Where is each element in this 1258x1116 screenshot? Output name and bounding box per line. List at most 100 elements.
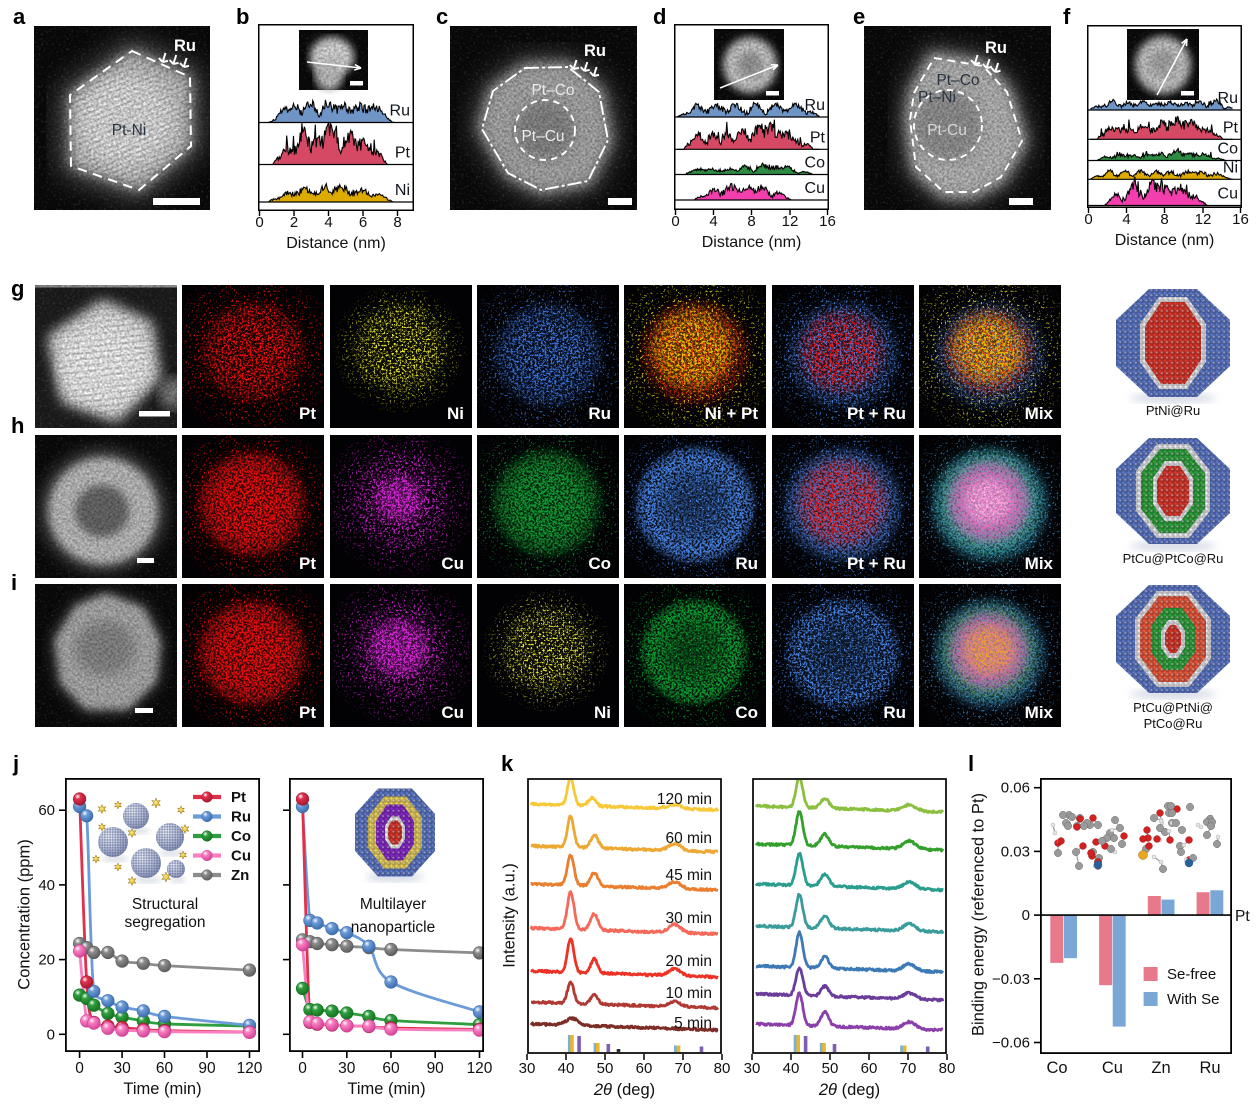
svg-text:8: 8 bbox=[393, 214, 401, 231]
svg-text:Ni: Ni bbox=[1223, 159, 1238, 176]
svg-text:70: 70 bbox=[900, 1060, 917, 1077]
svg-text:Zn: Zn bbox=[1151, 1059, 1170, 1077]
svg-text:60: 60 bbox=[38, 802, 55, 819]
svg-text:0.03: 0.03 bbox=[1001, 843, 1030, 860]
svg-text:Pt: Pt bbox=[810, 129, 826, 146]
svg-text:Ru: Ru bbox=[174, 37, 196, 55]
svg-text:Cu: Cu bbox=[1102, 1059, 1123, 1077]
svg-text:8: 8 bbox=[1160, 211, 1168, 228]
svg-text:120: 120 bbox=[467, 1060, 493, 1077]
svg-text:With Se: With Se bbox=[1167, 991, 1220, 1008]
svg-text:Co: Co bbox=[588, 554, 611, 573]
svg-text:40: 40 bbox=[783, 1060, 800, 1077]
svg-text:Ru: Ru bbox=[1199, 1059, 1220, 1077]
svg-text:20 min: 20 min bbox=[665, 953, 712, 970]
svg-text:Ru: Ru bbox=[588, 404, 611, 423]
svg-text:60 min: 60 min bbox=[665, 830, 712, 847]
svg-text:Pt–Co: Pt–Co bbox=[531, 82, 574, 99]
svg-text:60: 60 bbox=[382, 1060, 400, 1077]
svg-text:Pt: Pt bbox=[1223, 119, 1239, 136]
svg-text:Co: Co bbox=[231, 828, 251, 845]
svg-text:50: 50 bbox=[597, 1060, 614, 1077]
svg-text:Distance (nm): Distance (nm) bbox=[702, 234, 802, 251]
svg-text:Distance (nm): Distance (nm) bbox=[286, 235, 386, 252]
svg-text:5 min: 5 min bbox=[674, 1015, 712, 1032]
svg-text:Ni + Pt: Ni + Pt bbox=[705, 404, 759, 423]
svg-text:Mix: Mix bbox=[1025, 554, 1054, 573]
svg-text:70: 70 bbox=[675, 1060, 692, 1077]
svg-text:Pt + Ru: Pt + Ru bbox=[847, 554, 906, 573]
svg-text:50: 50 bbox=[822, 1060, 839, 1077]
svg-text:Pt–Co: Pt–Co bbox=[936, 72, 979, 89]
svg-text:−0.06: −0.06 bbox=[992, 1035, 1030, 1052]
svg-text:Co: Co bbox=[1046, 1059, 1067, 1077]
svg-text:45 min: 45 min bbox=[665, 867, 712, 884]
svg-text:16: 16 bbox=[1232, 211, 1249, 228]
svg-text:2θ (deg): 2θ (deg) bbox=[593, 1081, 655, 1099]
svg-text:Co: Co bbox=[736, 703, 759, 722]
svg-text:Ru: Ru bbox=[736, 554, 759, 573]
svg-text:Pt–Cu: Pt–Cu bbox=[521, 128, 564, 145]
svg-text:Co: Co bbox=[805, 155, 826, 172]
svg-text:Ni: Ni bbox=[395, 182, 410, 199]
svg-text:Mix: Mix bbox=[1025, 404, 1054, 423]
svg-text:Time (min): Time (min) bbox=[123, 1080, 201, 1098]
svg-text:0: 0 bbox=[1084, 211, 1092, 228]
svg-text:Time (min): Time (min) bbox=[347, 1080, 425, 1098]
svg-text:6: 6 bbox=[359, 214, 367, 231]
svg-text:Co: Co bbox=[1218, 141, 1239, 158]
svg-text:Ru: Ru bbox=[883, 703, 906, 722]
svg-text:0: 0 bbox=[255, 214, 263, 231]
svg-text:Se-free: Se-free bbox=[1167, 966, 1216, 983]
svg-text:Cu: Cu bbox=[805, 180, 825, 197]
svg-text:16: 16 bbox=[819, 213, 836, 230]
svg-text:20: 20 bbox=[38, 952, 55, 969]
svg-text:Pt: Pt bbox=[299, 554, 316, 573]
svg-text:0: 0 bbox=[47, 1026, 55, 1043]
svg-text:60: 60 bbox=[156, 1060, 174, 1077]
svg-text:0: 0 bbox=[671, 213, 679, 230]
svg-text:60: 60 bbox=[861, 1060, 878, 1077]
svg-text:Ni: Ni bbox=[447, 404, 464, 423]
svg-text:Cu: Cu bbox=[1218, 186, 1238, 203]
svg-text:0: 0 bbox=[1022, 907, 1030, 924]
svg-text:Pt + Ru: Pt + Ru bbox=[847, 404, 906, 423]
svg-text:Distance (nm): Distance (nm) bbox=[1115, 232, 1215, 249]
svg-text:−0.03: −0.03 bbox=[992, 971, 1030, 988]
svg-text:0: 0 bbox=[298, 1060, 307, 1077]
svg-text:Ru: Ru bbox=[1218, 90, 1238, 107]
svg-text:8: 8 bbox=[747, 213, 755, 230]
svg-text:0: 0 bbox=[75, 1060, 84, 1077]
svg-text:Pt-Cu: Pt-Cu bbox=[927, 122, 967, 139]
svg-text:40: 40 bbox=[38, 877, 55, 894]
svg-text:Mix: Mix bbox=[1025, 703, 1054, 722]
svg-text:Cu: Cu bbox=[441, 554, 464, 573]
svg-text:2θ (deg): 2θ (deg) bbox=[818, 1081, 880, 1099]
svg-text:Cu: Cu bbox=[441, 703, 464, 722]
svg-text:Cu: Cu bbox=[231, 848, 251, 865]
svg-text:80: 80 bbox=[939, 1060, 956, 1077]
svg-text:40: 40 bbox=[558, 1060, 575, 1077]
svg-text:90: 90 bbox=[198, 1060, 216, 1077]
svg-text:Ni: Ni bbox=[594, 703, 611, 722]
svg-text:0.06: 0.06 bbox=[1001, 780, 1030, 797]
svg-text:30: 30 bbox=[519, 1060, 536, 1077]
svg-text:90: 90 bbox=[427, 1060, 445, 1077]
svg-text:30 min: 30 min bbox=[665, 910, 712, 927]
svg-text:Ru: Ru bbox=[231, 809, 251, 826]
svg-text:Pt: Pt bbox=[1235, 908, 1250, 925]
svg-text:4: 4 bbox=[709, 213, 717, 230]
svg-text:12: 12 bbox=[1195, 211, 1212, 228]
svg-text:2: 2 bbox=[290, 214, 298, 231]
svg-text:Pt: Pt bbox=[231, 789, 246, 806]
svg-text:Ru: Ru bbox=[805, 97, 825, 114]
svg-text:12: 12 bbox=[782, 213, 799, 230]
svg-text:Ru: Ru bbox=[985, 39, 1007, 57]
svg-text:Pt: Pt bbox=[395, 145, 411, 162]
svg-text:80: 80 bbox=[714, 1060, 731, 1077]
svg-text:4: 4 bbox=[1122, 211, 1130, 228]
svg-text:Pt: Pt bbox=[299, 703, 316, 722]
svg-text:60: 60 bbox=[636, 1060, 653, 1077]
svg-text:Pt-Ni: Pt-Ni bbox=[112, 122, 146, 139]
svg-text:Pt: Pt bbox=[299, 404, 316, 423]
